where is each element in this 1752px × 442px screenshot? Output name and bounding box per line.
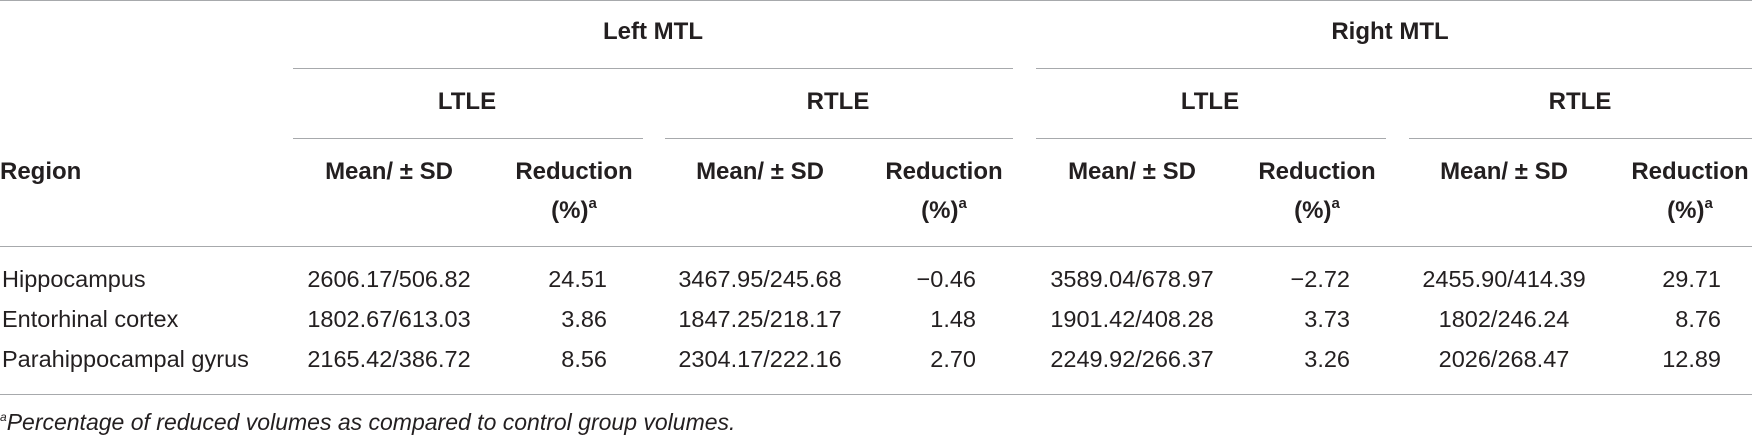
reduction-cell: 8.76	[1675, 306, 1721, 332]
mean-sd-header: Mean/ ± SD	[325, 158, 453, 185]
subgroup-header-right-rtle: RTLE	[1548, 88, 1612, 115]
reduction-unit: (%)a	[551, 195, 597, 224]
reduction-unit: (%)a	[921, 195, 967, 224]
footnote-marker: a	[1704, 195, 1713, 212]
reduction-cell: 24.51	[548, 266, 607, 292]
left-mtl-rtle-rule	[665, 138, 1013, 139]
reduction-unit: (%)a	[1294, 195, 1340, 224]
region-cell: Parahippocampal gyrus	[2, 346, 249, 372]
mean-sd-cell: 1847.25/218.17	[678, 306, 842, 332]
group-header-right-mtl: Right MTL	[1331, 18, 1449, 45]
mean-sd-header: Mean/ ± SD	[1440, 158, 1568, 185]
reduction-cell: 2.70	[930, 346, 976, 372]
reduction-cell: 3.26	[1304, 346, 1350, 372]
subgroup-header-left-rtle: RTLE	[806, 88, 870, 115]
table-bottom-rule	[0, 394, 1752, 395]
table-footnote: aPercentage of reduced volumes as compar…	[0, 411, 735, 434]
mean-sd-cell: 3589.04/678.97	[1050, 266, 1214, 292]
right-mtl-rule	[1036, 68, 1752, 69]
region-cell: Hippocampus	[2, 266, 146, 292]
mean-sd-cell: 1901.42/408.28	[1050, 306, 1214, 332]
mean-sd-cell: 2249.92/266.37	[1050, 346, 1214, 372]
right-mtl-ltle-rule	[1036, 138, 1386, 139]
reduction-header: Reduction	[1631, 158, 1749, 185]
mean-sd-cell: 2455.90/414.39	[1422, 266, 1586, 292]
reduction-cell: 12.89	[1662, 346, 1721, 372]
region-column-header: Region	[0, 158, 82, 185]
reduction-cell: 8.56	[561, 346, 607, 372]
right-mtl-rtle-rule	[1409, 138, 1752, 139]
region-cell: Entorhinal cortex	[2, 306, 179, 332]
mean-sd-cell: 2026/268.47	[1438, 346, 1570, 372]
left-mtl-rule	[293, 68, 1013, 69]
reduction-cell: 1.48	[930, 306, 976, 332]
mean-sd-cell: 3467.95/245.68	[678, 266, 842, 292]
mean-sd-cell: 1802.67/613.03	[307, 306, 471, 332]
reduction-unit: (%)a	[1667, 195, 1713, 224]
group-header-left-mtl: Left MTL	[603, 18, 703, 45]
reduction-cell: −0.46	[916, 266, 976, 292]
footnote-marker: a	[1331, 195, 1340, 212]
footnote-text: Percentage of reduced volumes as compare…	[6, 409, 736, 435]
mean-sd-cell: 2165.42/386.72	[307, 346, 471, 372]
reduction-cell: −2.72	[1290, 266, 1350, 292]
reduction-cell: 3.86	[561, 306, 607, 332]
mean-sd-cell: 2304.17/222.16	[678, 346, 842, 372]
table-top-rule	[0, 0, 1752, 1]
subgroup-header-left-ltle: LTLE	[437, 88, 497, 115]
reduction-header: Reduction	[515, 158, 633, 185]
mean-sd-cell: 2606.17/506.82	[307, 266, 471, 292]
mean-sd-cell: 1802/246.24	[1438, 306, 1570, 332]
reduction-header: Reduction	[1258, 158, 1376, 185]
reduction-header: Reduction	[885, 158, 1003, 185]
reduction-cell: 29.71	[1662, 266, 1721, 292]
footnote-marker: a	[588, 195, 597, 212]
mean-sd-header: Mean/ ± SD	[696, 158, 824, 185]
mean-sd-header: Mean/ ± SD	[1068, 158, 1196, 185]
left-mtl-ltle-rule	[293, 138, 643, 139]
subgroup-header-right-ltle: LTLE	[1180, 88, 1240, 115]
header-bottom-rule	[0, 246, 1752, 247]
reduction-cell: 3.73	[1304, 306, 1350, 332]
footnote-marker: a	[958, 195, 967, 212]
footnote-marker: a	[0, 410, 7, 424]
